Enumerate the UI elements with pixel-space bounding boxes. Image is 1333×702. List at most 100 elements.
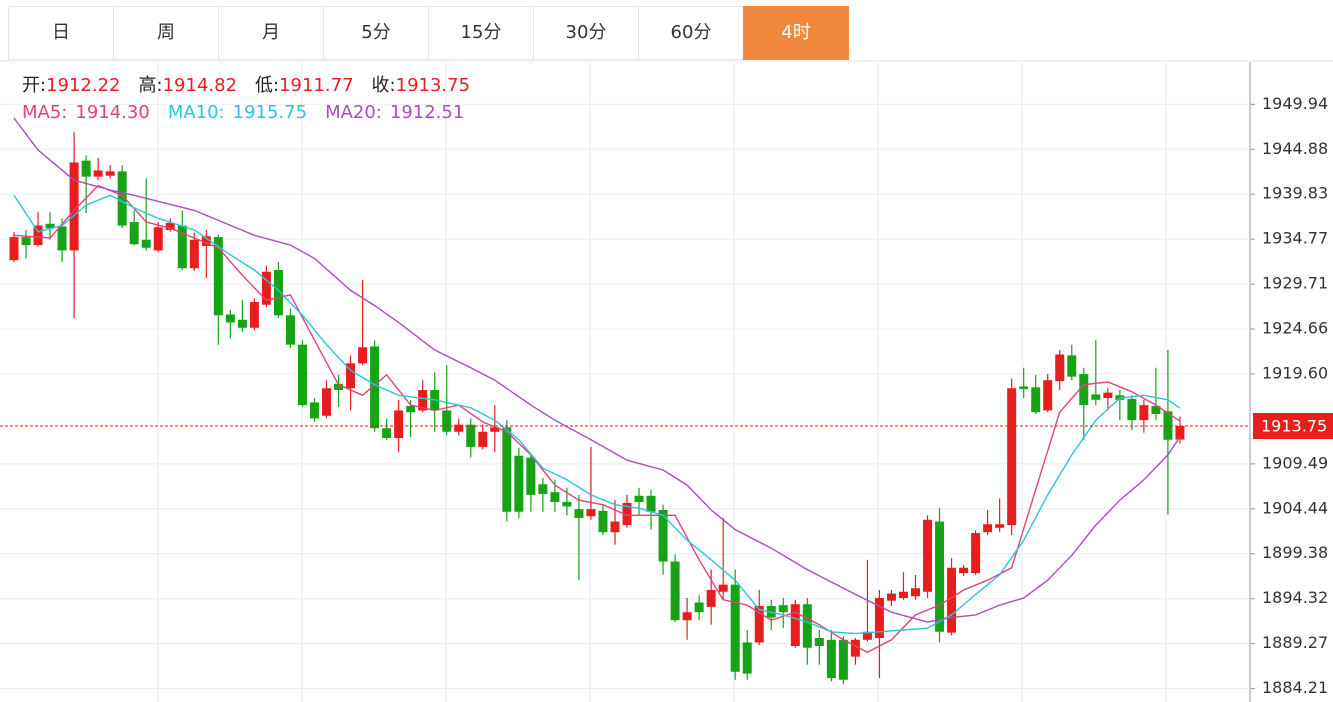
candle-body <box>261 271 271 305</box>
candle-body <box>1127 398 1137 421</box>
candle-body <box>682 612 692 621</box>
candle-body <box>790 604 800 646</box>
candle-body <box>886 593 896 601</box>
ohlc-value: 1914.82 <box>162 75 238 96</box>
y-tick-label: 1899.38 <box>1262 543 1328 562</box>
timeframe-tab[interactable]: 30分 <box>533 6 639 60</box>
candle-body <box>574 509 584 518</box>
timeframe-tabs: 日周月 5分 15分 30分 60分 4时 <box>8 6 849 60</box>
candle-body <box>225 314 235 323</box>
candle-body <box>947 567 957 633</box>
candle-body <box>358 347 368 364</box>
timeframe-tab[interactable]: 5分 <box>323 6 429 60</box>
candle-body <box>1031 387 1041 413</box>
y-tick-label: 1894.32 <box>1262 588 1328 607</box>
candle-body <box>346 363 356 389</box>
candle-body <box>334 383 344 390</box>
candle-body <box>935 521 945 632</box>
last-price-label: 1913.75 <box>1261 417 1327 436</box>
candle-body <box>610 521 620 533</box>
candle-body <box>995 524 1005 528</box>
candle-body <box>322 388 332 416</box>
ohlc-value: 1912.22 <box>46 75 121 96</box>
ma-line <box>13 184 1181 653</box>
candle-body <box>201 236 211 246</box>
candle-body <box>838 639 848 680</box>
candle-body <box>1103 392 1113 398</box>
candle-body <box>442 410 452 432</box>
y-tick-label: 1884.21 <box>1262 678 1328 697</box>
last-price-box <box>1253 413 1333 439</box>
candle-body <box>105 171 115 176</box>
candle-body <box>394 410 404 438</box>
legend-value: 1912.51 <box>389 102 465 123</box>
candle-body <box>153 227 163 251</box>
candle-body <box>959 567 969 574</box>
timeframe-tab[interactable]: 周 <box>113 6 219 60</box>
candle-body <box>310 402 319 419</box>
candle-body <box>297 344 307 406</box>
ohlc-label: 开: <box>22 75 47 96</box>
timeframe-tab[interactable]: 15分 <box>428 6 534 60</box>
ohlc-value: 1911.77 <box>279 75 354 96</box>
candle-body <box>826 639 836 678</box>
candles <box>9 132 1185 685</box>
legend-value: 1915.75 <box>232 102 308 123</box>
candle-body <box>502 427 512 512</box>
candle-body <box>862 631 872 640</box>
ohlc-label: 高: <box>138 75 163 96</box>
candle-body <box>850 639 860 657</box>
candle-body <box>718 584 728 592</box>
candle-body <box>382 428 392 438</box>
ma-legend: MA5: 1914.30 MA10: 1915.75 MA20: 1912.51 <box>22 99 488 126</box>
candle-body <box>562 502 572 507</box>
candle-body <box>454 424 464 432</box>
ohlc-value: 1913.75 <box>395 75 471 96</box>
time-grid <box>0 60 1333 702</box>
candle-body <box>418 390 428 411</box>
chart-header: 开:1912.22 高:1914.82 低:1911.77 收:1913.75 MA5… <box>22 72 488 126</box>
candle-body <box>273 270 283 316</box>
timeframe-tab[interactable]: 日 <box>8 6 114 60</box>
candle-body <box>670 561 680 621</box>
candle-body <box>694 602 704 613</box>
candle-body <box>622 502 632 526</box>
candle-body <box>1091 394 1101 400</box>
candle-body <box>898 591 908 598</box>
candle-body <box>1007 388 1017 526</box>
candle-body <box>802 604 812 648</box>
timeframe-tab[interactable]: 月 <box>218 6 324 60</box>
candle-body <box>911 588 920 597</box>
candle-body <box>706 590 716 607</box>
y-tick-label: 1949.94 <box>1262 94 1328 113</box>
candle-body <box>33 225 43 246</box>
candle-body <box>249 302 259 328</box>
candle-body <box>1067 355 1077 377</box>
y-tick-label: 1919.60 <box>1262 364 1328 383</box>
y-tick-label: 1939.83 <box>1262 184 1328 203</box>
candle-body <box>730 584 740 672</box>
candle-body <box>189 239 199 269</box>
candle-body <box>1079 374 1089 406</box>
candle-body <box>526 457 536 495</box>
timeframe-tab[interactable]: 60分 <box>638 6 744 60</box>
candle-body <box>1139 405 1149 421</box>
candle-body <box>658 510 668 562</box>
candle-body <box>21 237 31 246</box>
candle-body <box>9 237 19 261</box>
timeframe-tab[interactable]: 4时 <box>743 6 849 60</box>
candle-body <box>971 533 981 574</box>
candle-body <box>1043 380 1053 411</box>
candle-body <box>778 605 788 613</box>
candle-body <box>874 598 884 638</box>
candle-body <box>69 162 79 251</box>
candle-body <box>742 642 752 674</box>
candle-body <box>586 509 596 517</box>
candle-body <box>45 223 55 229</box>
candle-body <box>1055 354 1065 382</box>
candle-body <box>406 406 416 413</box>
y-tick-label: 1934.77 <box>1262 229 1328 248</box>
legend-name: MA5: <box>22 102 68 123</box>
